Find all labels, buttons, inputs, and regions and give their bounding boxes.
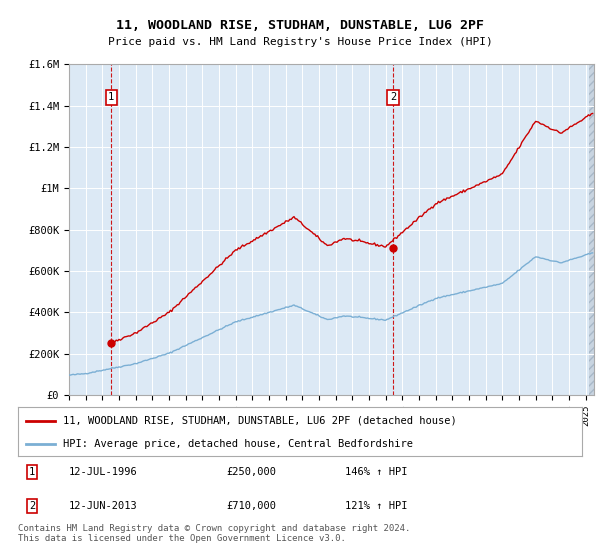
Text: 11, WOODLAND RISE, STUDHAM, DUNSTABLE, LU6 2PF: 11, WOODLAND RISE, STUDHAM, DUNSTABLE, L… (116, 18, 484, 32)
Text: 2: 2 (390, 92, 396, 102)
Text: 12-JUN-2013: 12-JUN-2013 (69, 501, 137, 511)
Text: 12-JUL-1996: 12-JUL-1996 (69, 467, 137, 477)
Text: Price paid vs. HM Land Registry's House Price Index (HPI): Price paid vs. HM Land Registry's House … (107, 37, 493, 47)
Text: £250,000: £250,000 (227, 467, 277, 477)
Text: 1: 1 (29, 467, 35, 477)
Text: 1: 1 (108, 92, 115, 102)
Text: £710,000: £710,000 (227, 501, 277, 511)
Text: 11, WOODLAND RISE, STUDHAM, DUNSTABLE, LU6 2PF (detached house): 11, WOODLAND RISE, STUDHAM, DUNSTABLE, L… (63, 416, 457, 426)
Text: 146% ↑ HPI: 146% ↑ HPI (345, 467, 407, 477)
Text: HPI: Average price, detached house, Central Bedfordshire: HPI: Average price, detached house, Cent… (63, 439, 413, 449)
Bar (589, 64, 594, 395)
Text: 121% ↑ HPI: 121% ↑ HPI (345, 501, 407, 511)
Text: 2: 2 (29, 501, 35, 511)
Text: Contains HM Land Registry data © Crown copyright and database right 2024.
This d: Contains HM Land Registry data © Crown c… (18, 524, 410, 543)
